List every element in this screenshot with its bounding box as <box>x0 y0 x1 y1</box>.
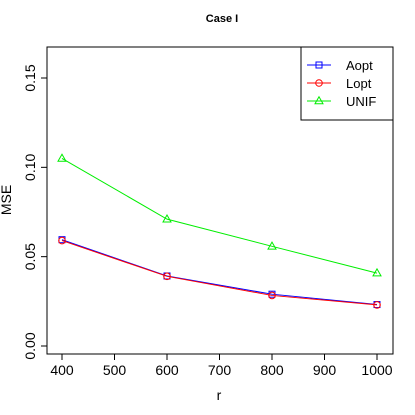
series-group <box>57 153 382 309</box>
circle-marker <box>268 291 276 300</box>
legend-item: Aopt <box>307 58 373 73</box>
circle-marker <box>163 272 171 281</box>
legend-label: Lopt <box>346 76 372 91</box>
y-tick-label: 0.10 <box>22 153 38 180</box>
x-tick-label: 400 <box>50 362 74 378</box>
legend-item: UNIF <box>307 94 376 109</box>
x-tick-label: 600 <box>155 362 179 378</box>
legend: Aopt Lopt UNIF <box>300 46 394 121</box>
triangle-marker <box>57 153 67 162</box>
chart-title: Case I <box>206 13 238 25</box>
series-line <box>61 240 378 306</box>
x-tick-label: 1000 <box>361 362 392 378</box>
x-tick-label: 700 <box>208 362 232 378</box>
circle-marker <box>315 79 323 87</box>
triangle-marker <box>162 213 172 223</box>
circle-marker <box>58 236 66 245</box>
x-tick-label: 800 <box>260 362 284 378</box>
series-line <box>61 239 378 306</box>
triangle-marker <box>267 241 277 250</box>
y-tick-label: 0.15 <box>22 64 38 91</box>
triangle-marker <box>314 95 324 105</box>
legend-label: UNIF <box>346 94 376 109</box>
axes: 400 500 600 700 800 900 1000 0.00 0.05 0.10 0.15 <box>22 64 393 378</box>
series-aopt <box>58 236 381 309</box>
y-axis-label: MSE <box>0 185 14 215</box>
square-marker <box>315 61 323 69</box>
circle-marker <box>373 301 381 309</box>
x-tick-label: 500 <box>103 362 127 378</box>
series-lopt <box>58 236 381 309</box>
x-tick-label: 900 <box>313 362 337 378</box>
x-axis-label: r <box>217 387 222 403</box>
legend-label: Aopt <box>346 58 373 73</box>
y-tick-label: 0.00 <box>22 332 38 359</box>
triangle-marker <box>372 267 382 277</box>
y-tick-label: 0.05 <box>22 243 38 270</box>
series-unif <box>57 153 382 277</box>
series-line <box>61 157 378 274</box>
legend-item: Lopt <box>307 76 372 91</box>
